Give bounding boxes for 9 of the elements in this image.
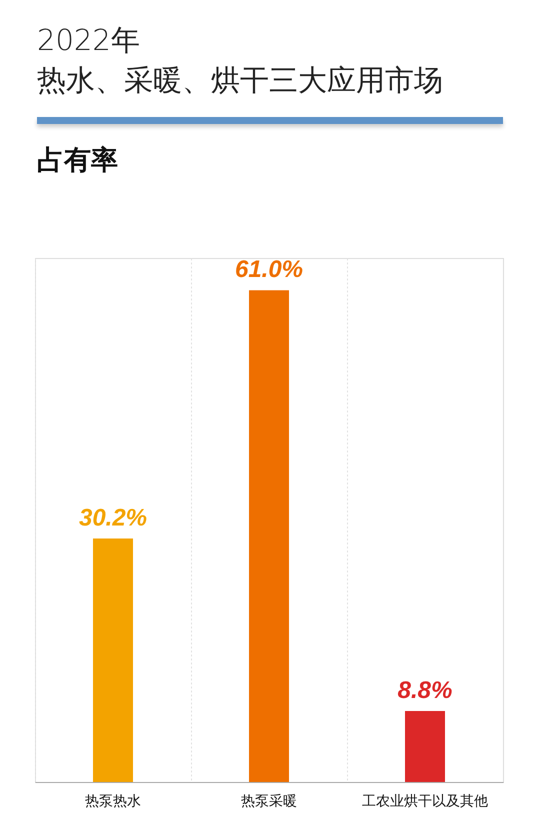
data-label: 61.0%: [234, 256, 304, 284]
x-tick-label: 热泵热水: [85, 794, 141, 810]
data-label: 8.8%: [398, 677, 452, 704]
data-label: 30.2%: [78, 504, 148, 532]
chart-title: 2022年: [37, 22, 141, 59]
x-tick-label: 工农业烘干以及其他: [362, 794, 488, 810]
text: 占有率: [37, 144, 118, 178]
x-tick-label: 热泵采暖: [241, 794, 297, 810]
chart-subtitle: 热水、采暖、烘干三大应用市场: [37, 62, 443, 99]
